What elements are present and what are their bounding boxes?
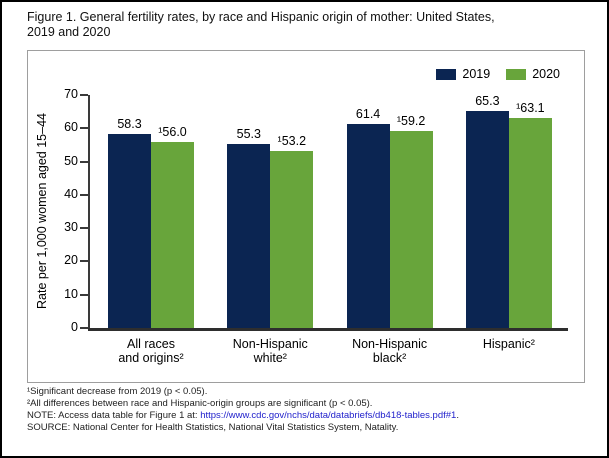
y-tick-label: 50 [64,153,78,168]
legend-label-2019: 2019 [462,67,491,81]
figure-title-line2: 2019 and 2020 [27,25,111,39]
y-tick [80,293,88,296]
category-label-line: white² [253,351,287,365]
chart-legend: 2019 2020 [436,67,560,81]
category-label: Hispanic² [444,337,574,351]
y-tick [80,160,88,163]
y-tick [80,193,88,196]
category-label-line: Non-Hispanic [232,337,308,351]
chart-panel: 2019 2020 Rate per 1,000 women aged 15–44… [27,50,585,383]
bar-2020-1 [151,141,194,328]
footnote-significance-2: ²All differences between race and Hispan… [27,398,373,409]
legend-item-2019: 2019 [436,67,490,81]
data-table-link[interactable]: https://www.cdc.gov/nchs/data/databriefs… [200,410,457,421]
y-tick [80,127,88,130]
figure-title: Figure 1. General fertility rates, by ra… [27,10,587,40]
bar-2019-4 [465,110,509,328]
figure-title-line1: Figure 1. General fertility rates, by ra… [27,10,495,24]
y-tick-label: 60 [64,120,78,135]
category-label-line: black² [372,351,407,365]
legend-item-2020: 2020 [506,67,560,81]
y-tick-label: 30 [64,220,78,235]
y-tick-label: 70 [64,87,78,101]
category-label-line: Non-Hispanic [352,337,428,351]
footnote-source: SOURCE: National Center for Health Stati… [27,422,399,433]
note-prefix: NOTE: Access data table for Figure 1 at: [27,410,201,421]
x-axis-line [88,328,568,331]
y-tick [80,94,88,96]
legend-label-2020: 2020 [532,67,560,81]
bar-value-label: 58.3 [117,116,142,131]
bar-value-label: ¹63.1 [516,100,545,115]
plot-area: 0 10 20 30 40 50 60 70 58.3 ¹56.0 All races and ori… [28,51,584,382]
bar-2020-2 [270,150,314,328]
bar-2019-1 [108,133,151,328]
y-tick-label: 10 [64,286,78,301]
legend-swatch-2019 [436,68,457,80]
bar-value-label: ¹56.0 [158,124,187,139]
bar-value-label: ¹59.2 [396,113,426,128]
footnote-significance-1: ¹Significant decrease from 2019 (p < 0.0… [27,386,208,397]
category-label-line: Hispanic² [482,337,535,351]
bar-2019-2 [227,143,271,328]
y-tick-label: 0 [71,320,78,334]
note-suffix: . [456,410,459,421]
category-label-line: All races [127,337,175,351]
y-tick [80,227,88,230]
bar-2020-3 [389,130,433,328]
y-tick-label: 40 [64,186,78,201]
category-label: All races and origins² [86,337,216,365]
bar-value-label: 55.3 [236,126,261,141]
footnote-note: NOTE: Access data table for Figure 1 at:… [27,410,587,422]
y-axis-line [88,95,90,328]
y-tick [80,327,88,329]
footnotes: ¹Significant decrease from 2019 (p < 0.0… [27,386,587,434]
bar-value-label: 65.3 [475,93,500,108]
legend-swatch-2020 [506,68,527,80]
bar-value-label: ¹53.2 [277,133,307,148]
bar-2020-4 [508,117,552,328]
y-tick-label: 20 [64,253,78,268]
category-label: Non-Hispanic black² [325,337,455,365]
bar-2019-3 [346,123,390,328]
category-label-line: and origins² [118,351,184,365]
bar-value-label: 61.4 [355,106,381,121]
y-tick [80,260,88,263]
category-label: Non-Hispanic white² [205,337,335,365]
